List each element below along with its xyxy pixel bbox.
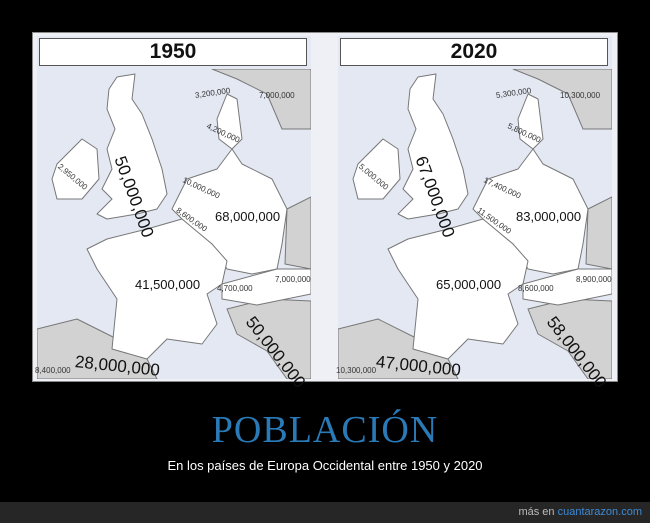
footer-prefix: más en [518, 506, 555, 518]
population-label-portugal: 8,400,000 [35, 366, 71, 375]
post-title: POBLACIÓN [211, 409, 439, 451]
ireland-shape [51, 138, 100, 200]
footer-text: más en cuantarazon.com [518, 506, 642, 518]
post-subtitle: En los países de Europa Occidental entre… [167, 458, 483, 473]
population-label-france: 41,500,000 [135, 277, 201, 292]
footer-bar: más en cuantarazon.com [0, 502, 650, 523]
denmark-shape [216, 93, 243, 150]
great-britain-shape [96, 73, 168, 220]
france-shape [86, 218, 228, 360]
population-label-austria: 7,000,000 [275, 275, 311, 284]
year-header: 2020 [340, 38, 608, 66]
great-britain-shape [397, 73, 469, 220]
europe-map: 3,200,000 7,000,000 4,200,000 2,950,000 50,0… [35, 68, 312, 392]
ireland-shape [352, 138, 401, 200]
france-shape [387, 218, 529, 360]
population-label-switzerland: 4,700,000 [217, 284, 253, 293]
eastern-europe-shape [585, 196, 613, 270]
eastern-europe-shape [284, 196, 312, 270]
population-label-portugal: 10,300,000 [336, 366, 377, 375]
population-label-france: 65,000,000 [436, 277, 502, 292]
population-label-austria: 8,900,000 [576, 275, 612, 284]
europe-map: 5,300,000 10,300,000 5,800,000 5,000,000 67,… [336, 68, 613, 392]
map-shapes [337, 68, 613, 380]
population-label-sweden: 10,300,000 [560, 91, 601, 100]
population-label-germany: 68,000,000 [215, 209, 281, 224]
map-panel-1950: 1950 3,200,000 7,000,000 4,200,000 2,950,00… [35, 36, 312, 392]
population-label-switzerland: 8,600,000 [518, 284, 554, 293]
denmark-shape [517, 93, 544, 150]
map-panel-2020: 2020 5,300,000 10,300,000 5,800,000 5,000,0… [336, 36, 613, 392]
comparison-image: 1950 3,200,000 7,000,000 4,200,000 2,950,00… [32, 32, 618, 392]
population-label-sweden: 7,000,000 [259, 91, 295, 100]
year-header: 1950 [39, 38, 307, 66]
map-shapes [36, 68, 312, 380]
site-link[interactable]: cuantarazon.com [557, 506, 642, 518]
population-label-germany: 83,000,000 [516, 209, 582, 224]
